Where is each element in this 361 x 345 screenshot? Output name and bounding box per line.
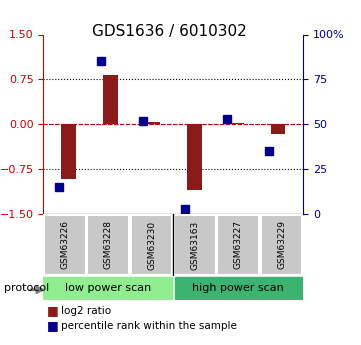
Bar [103, 75, 118, 124]
Bar [271, 124, 286, 134]
Bar [229, 123, 244, 124]
Text: high power scan: high power scan [192, 283, 284, 293]
Text: ■: ■ [47, 304, 59, 317]
Text: log2 ratio: log2 ratio [61, 306, 112, 315]
Text: GSM63227: GSM63227 [234, 220, 243, 269]
Bar [145, 122, 160, 124]
FancyBboxPatch shape [174, 215, 216, 275]
Text: GSM63226: GSM63226 [61, 220, 69, 269]
FancyBboxPatch shape [261, 215, 303, 275]
Text: ■: ■ [47, 319, 59, 333]
Text: low power scan: low power scan [65, 283, 151, 293]
Bar [61, 124, 76, 179]
FancyBboxPatch shape [217, 215, 259, 275]
Bar [187, 124, 201, 190]
Text: GSM63229: GSM63229 [277, 220, 286, 269]
FancyBboxPatch shape [175, 277, 303, 299]
FancyBboxPatch shape [87, 215, 129, 275]
Text: percentile rank within the sample: percentile rank within the sample [61, 321, 237, 331]
FancyBboxPatch shape [43, 277, 171, 299]
FancyBboxPatch shape [44, 215, 86, 275]
Text: GSM63230: GSM63230 [147, 220, 156, 269]
Text: GSM63163: GSM63163 [191, 220, 199, 269]
FancyBboxPatch shape [131, 215, 173, 275]
Text: GDS1636 / 6010302: GDS1636 / 6010302 [92, 24, 247, 39]
Text: protocol: protocol [4, 283, 49, 293]
Text: GSM63228: GSM63228 [104, 220, 113, 269]
